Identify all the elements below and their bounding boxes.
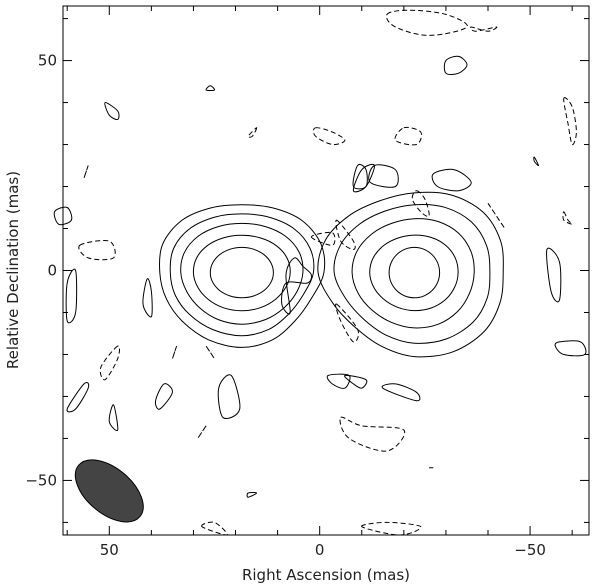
y-tick-labels: 50 0 −50 — [25, 52, 57, 490]
positive-contour — [66, 381, 90, 413]
positive-contour — [546, 247, 562, 303]
component-contour — [333, 203, 491, 344]
component-contour — [158, 204, 326, 348]
negative-contour — [469, 26, 498, 32]
negative-contour — [197, 425, 207, 439]
positive-contour — [554, 340, 587, 357]
positive-contour — [53, 206, 73, 226]
positive-contour — [281, 257, 313, 315]
negative-contour — [247, 127, 258, 138]
negative-contour — [201, 521, 228, 536]
x-tick-labels: 50 0 −50 — [100, 541, 546, 559]
y-tick-label: −50 — [25, 471, 57, 489]
negative-contour — [487, 203, 506, 229]
positive-contour — [344, 374, 368, 389]
negative-contour — [78, 239, 116, 261]
plot-frame — [62, 5, 590, 536]
positive-contour — [352, 163, 368, 190]
component-contour — [209, 246, 274, 299]
x-tick-label: −50 — [514, 541, 546, 559]
positive-contour — [431, 168, 472, 192]
negative-contour — [335, 303, 360, 343]
component-contour — [180, 222, 304, 325]
negative-contour — [394, 126, 423, 146]
component-contour — [388, 246, 441, 299]
negative-contour — [171, 345, 178, 359]
component-contour — [351, 218, 475, 329]
y-tick-label: 0 — [47, 262, 57, 280]
positive-contour — [381, 383, 421, 402]
component-contour — [369, 234, 459, 312]
negative-contour — [205, 345, 215, 359]
beam — [74, 459, 144, 523]
negative-contour — [99, 345, 121, 381]
positive-contour — [368, 164, 399, 188]
negative-contour — [563, 97, 577, 146]
x-tick-label: 50 — [100, 541, 119, 559]
positive-contour — [65, 268, 78, 324]
y-axis-title: Relative Declination (mas) — [4, 171, 22, 369]
positive-contour — [104, 102, 120, 121]
positive-contour — [533, 156, 540, 167]
positive-contour — [154, 383, 173, 410]
positive-contour — [326, 373, 351, 389]
negative-contour — [562, 211, 573, 225]
x-tick-label: 0 — [315, 541, 325, 559]
component-contours — [158, 191, 504, 358]
component-contour — [317, 191, 504, 358]
negative-contour — [411, 190, 430, 218]
negative-contour — [339, 416, 406, 452]
negative-contour — [312, 127, 346, 146]
positive-contour — [108, 404, 119, 432]
x-axis-title: Right Ascension (mas) — [242, 566, 410, 584]
negative-contour — [310, 231, 336, 246]
negative-contour — [361, 521, 422, 536]
negative-contour — [385, 9, 468, 36]
positive-contour — [443, 55, 468, 76]
positive-contour — [246, 491, 258, 498]
beam-ellipse — [74, 459, 144, 523]
positive-contour — [142, 278, 153, 318]
positive-contour — [352, 163, 375, 193]
positive-contour — [205, 85, 216, 92]
component-contour — [192, 234, 291, 312]
negative-contour — [335, 219, 356, 251]
negative-contour — [83, 165, 89, 179]
positive-contours — [53, 55, 587, 498]
axis-ticks — [63, 6, 589, 535]
y-tick-label: 50 — [38, 52, 57, 70]
component-contour — [169, 213, 315, 337]
positive-contour — [217, 374, 241, 420]
negative-contours — [78, 9, 577, 536]
